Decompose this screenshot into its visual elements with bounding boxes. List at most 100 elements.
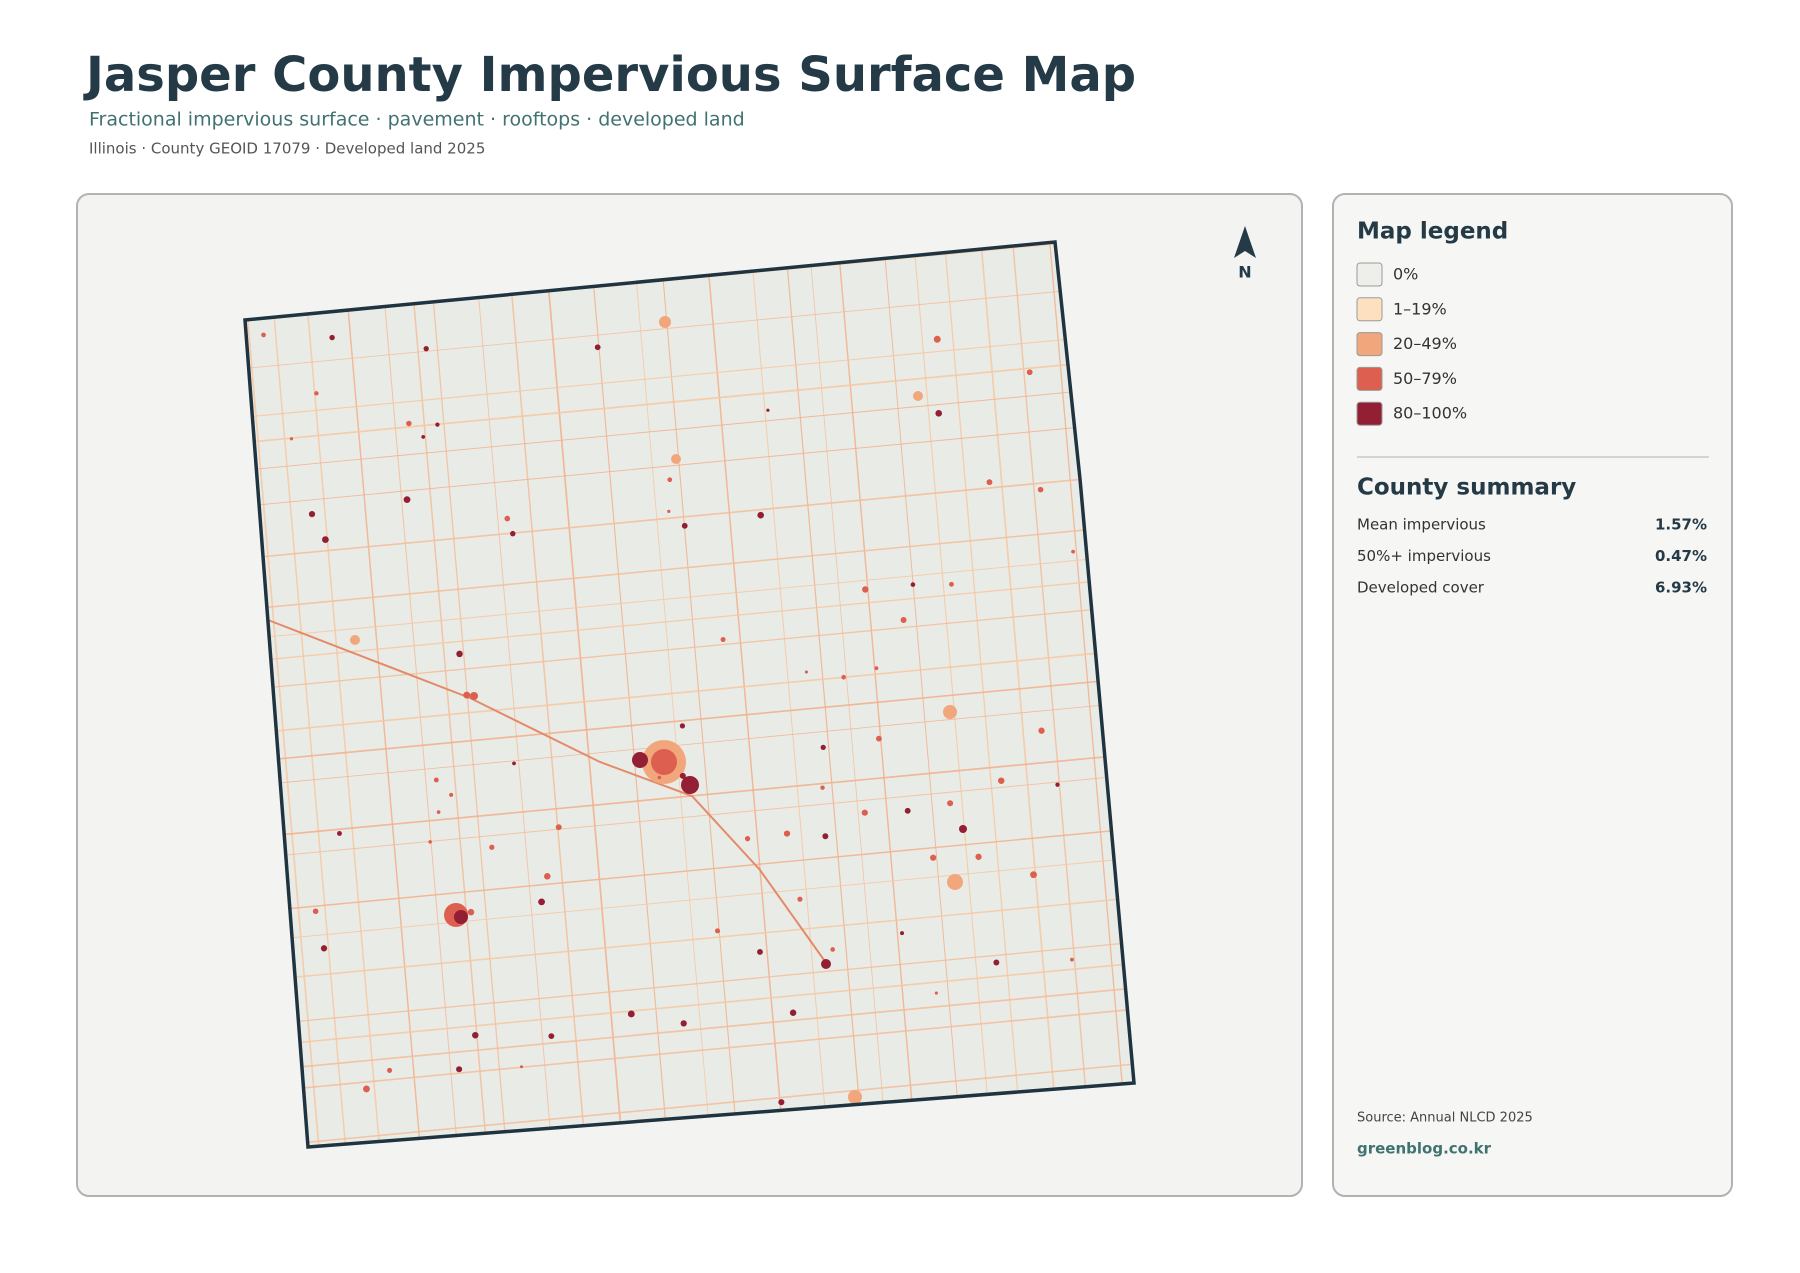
developed-area (350, 635, 360, 645)
north-label: N (1238, 263, 1251, 282)
developed-area (504, 515, 511, 522)
road (1010, 242, 1093, 1147)
developed-area (463, 691, 471, 699)
developed-area (667, 509, 671, 514)
road (245, 355, 1134, 445)
road (245, 772, 1134, 861)
developed-area (472, 1031, 479, 1039)
road (245, 826, 1134, 915)
developed-area (520, 1065, 524, 1069)
developed-area (789, 1009, 797, 1016)
developed-area (651, 749, 677, 775)
title: Jasper County Impervious Surface Map (83, 47, 1136, 103)
developed-area (289, 437, 294, 441)
subtitle: Fractional impervious surface · pavement… (89, 109, 745, 131)
road (245, 282, 1134, 371)
developed-area (510, 530, 516, 537)
road (245, 330, 1134, 420)
developed-area (314, 391, 319, 396)
developed-area (820, 744, 826, 750)
road (245, 471, 1134, 561)
road (245, 575, 1134, 664)
developed-area (720, 637, 726, 643)
legend-label: 20–49% (1393, 334, 1457, 353)
developed-area (329, 334, 335, 341)
developed-area (337, 831, 342, 836)
road (942, 242, 1025, 1147)
developed-area (423, 346, 429, 352)
developed-area (512, 761, 516, 766)
developed-area (428, 840, 432, 844)
developed-area (681, 522, 688, 529)
legend-label: 1–19% (1393, 299, 1447, 318)
developed-area (489, 844, 495, 850)
summary-label: Mean impervious (1357, 516, 1486, 534)
developed-area (947, 874, 963, 890)
developed-area (681, 776, 699, 794)
developed-area (1069, 957, 1074, 962)
developed-area (470, 692, 478, 700)
developed-area (421, 435, 426, 439)
road (245, 985, 1134, 1075)
developed-area (435, 422, 440, 427)
developed-area (947, 800, 954, 807)
developed-area (766, 408, 770, 412)
developed-area (680, 1020, 687, 1027)
developed-area (679, 723, 686, 729)
developed-area (555, 824, 562, 831)
legend-swatch (1356, 401, 1383, 426)
road (245, 647, 1134, 737)
developed-area (943, 705, 957, 719)
legend-label: 80–100% (1393, 404, 1467, 423)
summary-rows: Mean impervious 1.57% 50%+ impervious 0.47%… (1357, 516, 1707, 597)
developed-area (1030, 871, 1037, 879)
road (505, 242, 588, 1147)
developed-area (848, 1090, 862, 1104)
developed-area (538, 898, 545, 906)
developed-area (841, 674, 846, 680)
developed-area (959, 825, 967, 833)
developed-area (667, 477, 673, 483)
legend-swatch (1356, 332, 1383, 357)
developed-area (436, 810, 441, 814)
road (807, 242, 889, 1147)
developed-area (456, 1066, 463, 1073)
road (245, 384, 1134, 473)
developed-area (933, 335, 941, 343)
developed-area (1071, 549, 1075, 554)
developed-area (797, 896, 803, 902)
developed-area (433, 777, 439, 783)
legend-swatch (1356, 297, 1383, 322)
developed-area (900, 616, 907, 623)
road (245, 961, 1134, 1050)
meta: Illinois · County GEOID 17079 · Develope… (89, 140, 485, 158)
developed-area (778, 1099, 785, 1106)
developed-area (876, 735, 882, 742)
road (245, 1007, 1134, 1096)
summary-title: County summary (1357, 475, 1576, 501)
county-boundary (243, 240, 1136, 1149)
legend-items: 0% 1–19% 20–49% 50–79% 80–100% (1356, 262, 1467, 426)
legend-swatch (1356, 262, 1383, 287)
summary-value: 1.57% (1655, 516, 1707, 534)
legend-title: Map legend (1357, 219, 1508, 245)
road (377, 242, 459, 1147)
road (245, 675, 1134, 765)
developed-area (679, 772, 686, 779)
legend-panel (1332, 193, 1733, 1197)
developed-area (757, 511, 764, 519)
road (265, 242, 348, 1147)
road (245, 552, 1134, 641)
developed-area (449, 792, 454, 797)
developed-area (312, 908, 319, 915)
developed-area (467, 908, 475, 916)
developed-area (454, 910, 468, 924)
legend-label: 0% (1393, 265, 1418, 284)
road (748, 242, 830, 1147)
road (245, 856, 1134, 945)
developed-area (862, 586, 869, 593)
developed-area (322, 536, 329, 543)
developed-area (744, 836, 751, 842)
developed-area (949, 581, 954, 587)
legend-swatch (1356, 366, 1383, 391)
